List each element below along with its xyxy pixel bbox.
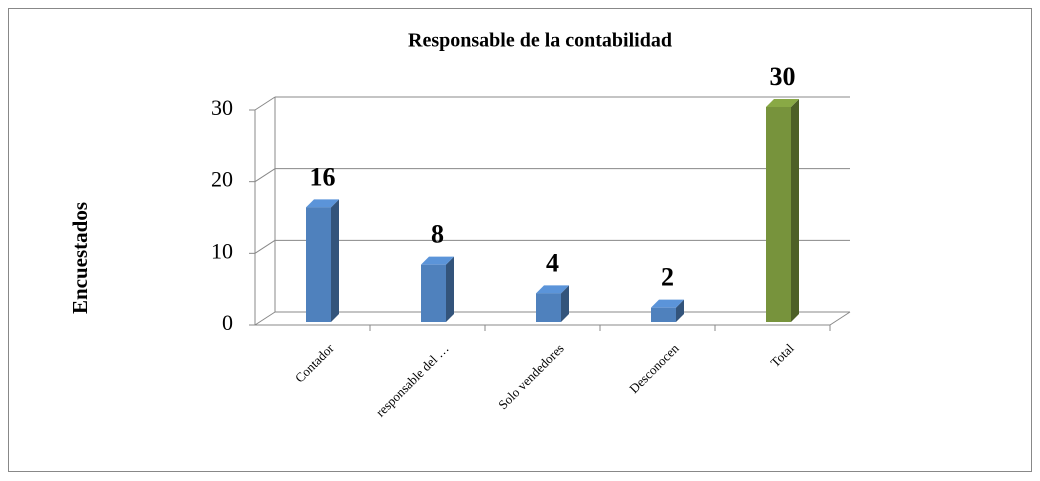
bar bbox=[766, 107, 791, 322]
grid-diagonal bbox=[254, 168, 276, 183]
bar-side bbox=[676, 299, 684, 322]
chart-title: Responsable de la contabilidad bbox=[408, 30, 672, 52]
grid-diagonal bbox=[254, 311, 276, 326]
bar-side bbox=[446, 256, 454, 322]
bar bbox=[536, 293, 561, 322]
bar-top bbox=[651, 299, 684, 308]
bar bbox=[421, 264, 446, 322]
bar-top bbox=[766, 99, 799, 107]
y-axis-label: Encuestados bbox=[68, 202, 92, 314]
bar-side bbox=[561, 285, 569, 322]
bar-top bbox=[306, 199, 339, 208]
data-label: 8 bbox=[431, 220, 444, 249]
y-tick-label: 10 bbox=[211, 238, 233, 263]
y-tick-label: 0 bbox=[222, 310, 233, 335]
bar-side bbox=[791, 99, 799, 322]
bar-side bbox=[331, 199, 339, 322]
floor-right bbox=[829, 311, 851, 326]
bar bbox=[306, 207, 331, 322]
grid-diagonal bbox=[254, 96, 276, 111]
y-tick-label: 20 bbox=[211, 167, 233, 192]
data-label: 16 bbox=[310, 162, 336, 191]
data-label: 30 bbox=[770, 62, 796, 91]
data-label: 4 bbox=[546, 248, 559, 277]
bar-top bbox=[421, 256, 454, 265]
grid-diagonal bbox=[254, 239, 276, 254]
data-label: 2 bbox=[661, 263, 674, 292]
bar-top bbox=[536, 285, 569, 294]
bar bbox=[651, 307, 676, 322]
y-tick-label: 30 bbox=[211, 95, 233, 120]
